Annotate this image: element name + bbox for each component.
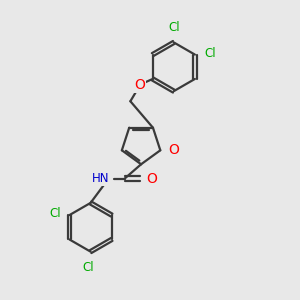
Text: Cl: Cl bbox=[168, 21, 180, 34]
Text: O: O bbox=[134, 78, 145, 92]
Text: HN: HN bbox=[92, 172, 109, 185]
Text: O: O bbox=[169, 143, 179, 157]
Text: Cl: Cl bbox=[82, 261, 94, 274]
Text: O: O bbox=[146, 172, 157, 185]
Text: Cl: Cl bbox=[204, 46, 216, 60]
Text: Cl: Cl bbox=[49, 207, 61, 220]
